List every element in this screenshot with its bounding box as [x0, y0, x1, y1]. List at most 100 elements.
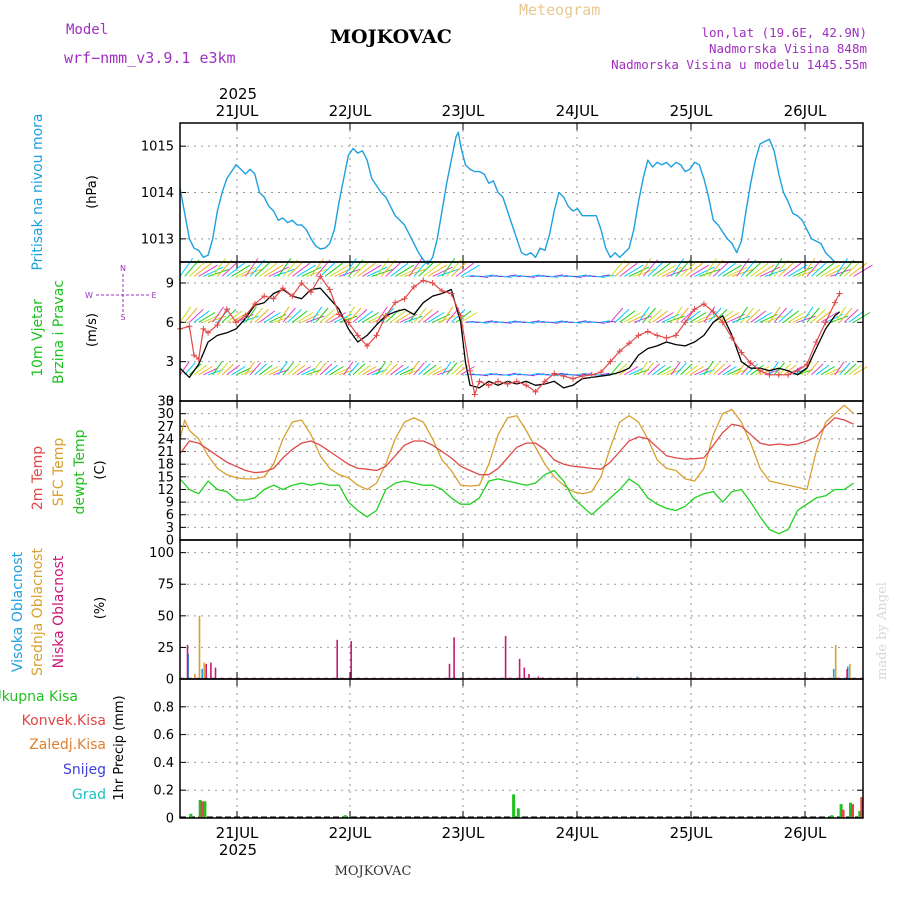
wind-gust-marker [682, 319, 689, 326]
day-label-bottom: 25JUL [670, 824, 713, 842]
wind-direction-arrow [820, 312, 838, 323]
model-altitude-text: Nadmorska Visina u modelu 1445.55m [611, 57, 867, 72]
cloud-unit: (%) [93, 597, 108, 620]
wind-direction-arrow [357, 310, 374, 323]
wind-direction-arrow [512, 373, 522, 376]
wind-direction-arrow [689, 264, 710, 277]
wind-direction-arrow [712, 261, 730, 277]
wind-gust-marker [420, 277, 427, 284]
day-label-bottom: 24JUL [556, 824, 599, 842]
wind-panel: 0 3 6 9 [166, 258, 873, 410]
wind-direction-arrow [422, 364, 437, 376]
wind-direction-arrow [366, 266, 388, 277]
wind-direction-arrow [647, 261, 665, 277]
wind-gust-marker [467, 367, 474, 374]
wind-direction-arrow [207, 268, 230, 277]
wind-gust-marker [569, 375, 576, 382]
wind-direction-arrow [437, 315, 456, 323]
wind-direction-arrow [198, 264, 218, 277]
wind-direction-arrow [535, 275, 545, 277]
wind-direction-arrow [554, 274, 564, 277]
wind-direction-arrow [179, 258, 194, 277]
wind-direction-arrow [352, 261, 370, 277]
wind-direction-arrow [731, 268, 753, 277]
wind-direction-arrow [502, 374, 512, 377]
wind-direction-arrow [768, 306, 781, 323]
temp-2m-line [179, 417, 854, 476]
wind-direction-arrow [638, 306, 650, 323]
wind-direction-arrow [736, 306, 749, 323]
tsfc-label: SFC Temp [51, 438, 67, 507]
wind-direction-arrow [811, 309, 826, 323]
wind-direction-arrow [727, 266, 748, 277]
wind-barb-row [179, 361, 868, 377]
wind-gust-marker [317, 273, 324, 280]
compass-s: S [120, 313, 125, 322]
wind-direction-arrow [179, 306, 192, 323]
wind-direction-arrow [291, 310, 308, 323]
wind-direction-arrow [624, 264, 644, 277]
wind-direction-arrow [717, 262, 736, 277]
wind-direction-arrow [834, 306, 847, 323]
wind-direction-arrow [572, 321, 582, 324]
wind-direction-arrow [647, 363, 660, 376]
wind-direction-arrow [296, 264, 317, 277]
cloud-bar [504, 636, 507, 679]
wind-direction-arrow [750, 364, 764, 376]
cloud-bar [636, 676, 639, 679]
wind-direction-arrow [249, 307, 263, 323]
wind-direction-arrow [446, 362, 458, 376]
wind-direction-arrow [675, 307, 689, 323]
wind-gust-marker [429, 279, 436, 286]
wind-direction-arrow [834, 361, 845, 376]
wind-direction-arrow [315, 362, 327, 376]
wind-direction-arrow [460, 264, 480, 277]
wind-direction-arrow [362, 264, 382, 277]
wind-direction-arrow [755, 264, 775, 277]
wind-direction-arrow [371, 268, 393, 277]
wind-direction-arrow [249, 362, 262, 376]
y-tick-label: 0 [166, 673, 174, 688]
footer-station: MOJKOVAC [335, 864, 412, 879]
wind-direction-arrow [628, 266, 650, 277]
wind-direction-arrow [193, 310, 210, 323]
lonlat-text: lon,lat (19.6E, 42.9N) [701, 25, 867, 40]
wind-gust-marker [326, 286, 333, 293]
wind-direction-arrow [708, 307, 722, 323]
wind-gust-marker [738, 349, 745, 356]
wind-direction-arrow [811, 261, 828, 277]
precip-bar [841, 809, 845, 818]
wind-gust-marker [438, 287, 445, 294]
wind-direction-arrow [502, 275, 512, 278]
wind-direction-arrow [848, 364, 863, 376]
wind-gust-marker [195, 356, 202, 363]
precip-bar [516, 808, 520, 818]
wind-direction-arrow [484, 320, 493, 323]
year-top: 2025 [219, 85, 257, 103]
y-tick-label: 24 [157, 432, 174, 447]
wind-direction-arrow [432, 367, 448, 376]
wind-direction-arrow [684, 364, 699, 376]
cloud-bar [537, 676, 540, 679]
wind-direction-arrow [488, 373, 498, 376]
wind-gust-marker [214, 321, 221, 328]
wind-direction-arrow [806, 307, 820, 323]
wind-gust-marker [644, 328, 651, 335]
wind-gust-marker [710, 308, 717, 315]
wind-direction-arrow [526, 321, 536, 324]
precip-bar [198, 799, 202, 818]
wind-direction-arrow [572, 374, 582, 377]
y-tick-label: 30 [157, 407, 174, 422]
compass-rose: N S W E [85, 264, 156, 322]
wind-direction-arrow [731, 315, 751, 323]
wind-label-2: Brzina i Pravac [51, 280, 67, 384]
panel-frame [179, 678, 864, 819]
wind-direction-arrow [558, 320, 568, 323]
wind-direction-arrow [488, 320, 498, 323]
wind-direction-arrow [825, 266, 846, 277]
y-tick-label: 0 [166, 534, 174, 549]
panel-frame [179, 400, 864, 541]
y-tick-label: 0 [166, 812, 174, 827]
wind-direction-arrow [296, 312, 314, 323]
wind-direction-arrow [797, 315, 816, 323]
